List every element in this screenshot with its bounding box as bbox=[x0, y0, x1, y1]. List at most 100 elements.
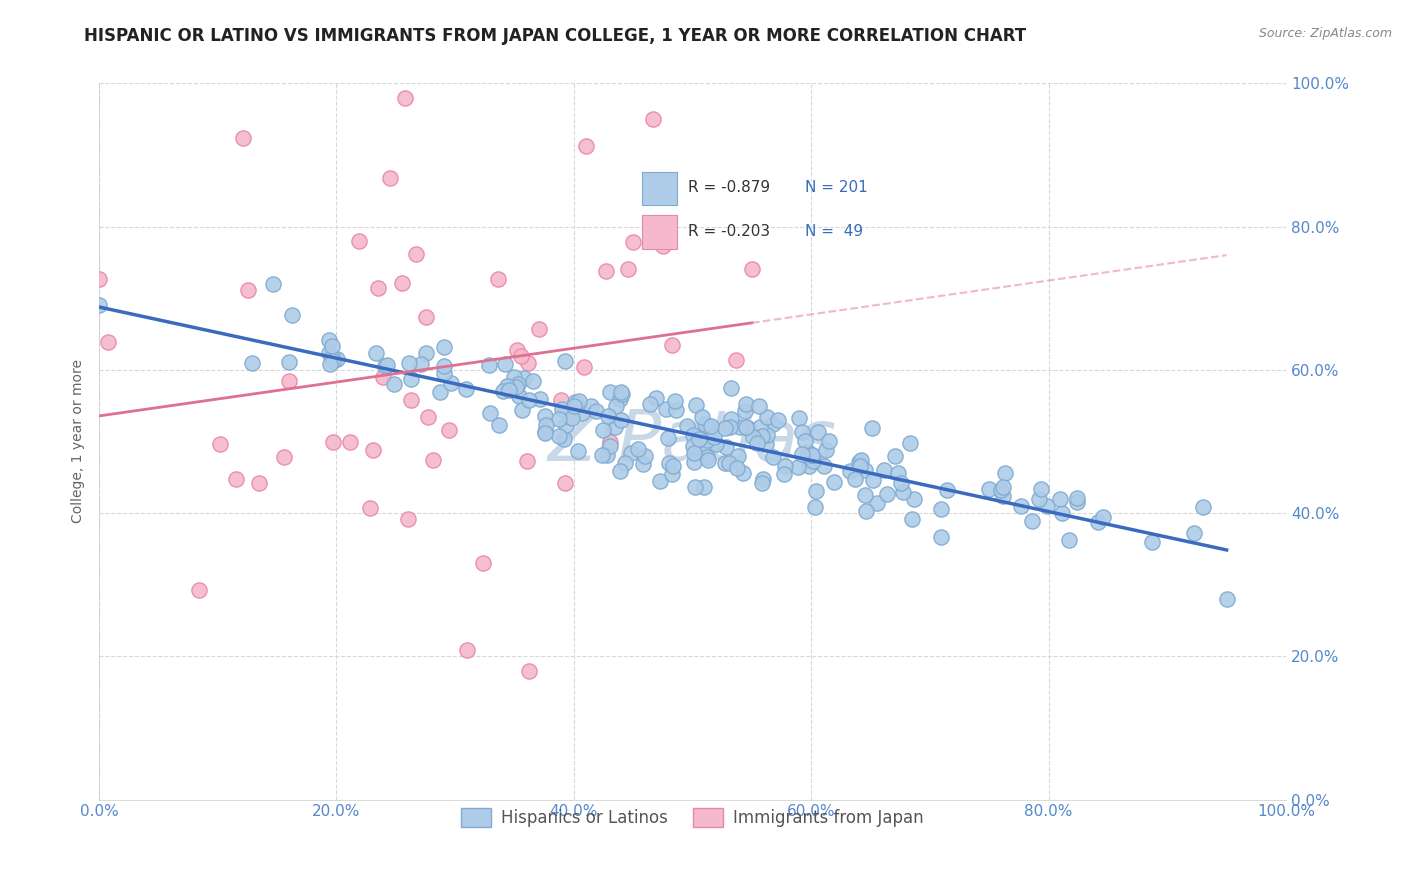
Point bbox=[617, 261, 640, 276]
Point bbox=[572, 360, 595, 375]
Point bbox=[281, 309, 304, 323]
Point bbox=[394, 91, 416, 105]
Point bbox=[361, 443, 384, 458]
Point bbox=[375, 358, 398, 372]
Point bbox=[488, 418, 510, 433]
Point bbox=[734, 404, 756, 418]
Point bbox=[862, 473, 884, 487]
Point bbox=[898, 436, 921, 450]
Point bbox=[682, 439, 704, 453]
Point bbox=[797, 445, 820, 459]
Text: HISPANIC OR LATINO VS IMMIGRANTS FROM JAPAN COLLEGE, 1 YEAR OR MORE CORRELATION : HISPANIC OR LATINO VS IMMIGRANTS FROM JA… bbox=[84, 27, 1026, 45]
Text: R = -0.203: R = -0.203 bbox=[688, 224, 770, 239]
Point bbox=[456, 643, 478, 657]
Point bbox=[321, 339, 343, 353]
Point bbox=[1031, 482, 1053, 496]
Point bbox=[718, 420, 741, 434]
Point bbox=[319, 357, 342, 371]
Point bbox=[366, 346, 388, 360]
Point bbox=[605, 399, 627, 413]
Point bbox=[872, 463, 894, 477]
Text: Source: ZipAtlas.com: Source: ZipAtlas.com bbox=[1258, 27, 1392, 40]
Point bbox=[929, 502, 952, 516]
Point bbox=[752, 472, 775, 486]
Point bbox=[1028, 491, 1050, 506]
Point bbox=[347, 235, 370, 249]
Point bbox=[643, 112, 665, 126]
Point bbox=[741, 430, 763, 444]
Point bbox=[890, 475, 912, 490]
Point bbox=[773, 467, 796, 482]
Point bbox=[696, 450, 718, 464]
Point bbox=[696, 433, 718, 447]
Point bbox=[800, 448, 823, 462]
Point bbox=[568, 393, 591, 408]
Point bbox=[751, 475, 773, 490]
Point bbox=[813, 459, 835, 474]
Point bbox=[548, 411, 571, 425]
Point bbox=[591, 448, 613, 462]
Point bbox=[551, 402, 574, 417]
Point bbox=[993, 480, 1015, 494]
Point bbox=[609, 392, 631, 407]
Point bbox=[696, 453, 718, 467]
Point bbox=[188, 582, 211, 597]
Point bbox=[713, 421, 735, 435]
Point bbox=[661, 338, 683, 352]
Point bbox=[409, 357, 432, 371]
Point bbox=[553, 432, 575, 446]
Point bbox=[603, 420, 626, 434]
Point bbox=[700, 419, 723, 434]
Point bbox=[661, 467, 683, 482]
Point bbox=[994, 467, 1017, 481]
Point bbox=[534, 417, 557, 432]
Point bbox=[790, 447, 813, 461]
Point bbox=[479, 406, 502, 420]
Point bbox=[688, 432, 710, 446]
Point bbox=[579, 399, 602, 413]
Point bbox=[787, 460, 810, 475]
Point bbox=[522, 374, 544, 388]
Point bbox=[550, 393, 572, 408]
Point bbox=[359, 500, 381, 515]
Point bbox=[326, 351, 349, 366]
Point bbox=[512, 371, 534, 385]
Point bbox=[505, 380, 527, 394]
Point bbox=[853, 487, 876, 501]
Point bbox=[762, 417, 785, 431]
Point bbox=[318, 346, 340, 360]
Point bbox=[792, 425, 814, 440]
Point bbox=[731, 466, 754, 480]
Point bbox=[693, 436, 716, 450]
Point bbox=[1057, 533, 1080, 548]
Point bbox=[238, 283, 260, 297]
Text: N =  49: N = 49 bbox=[806, 224, 863, 239]
Point bbox=[399, 372, 422, 386]
Y-axis label: College, 1 year or more: College, 1 year or more bbox=[72, 359, 86, 524]
Point bbox=[621, 235, 644, 250]
Point bbox=[762, 450, 785, 464]
Point bbox=[1092, 510, 1115, 524]
Point bbox=[89, 272, 111, 286]
Point bbox=[654, 402, 676, 417]
Point bbox=[494, 357, 516, 371]
Point bbox=[849, 459, 872, 474]
Point bbox=[1087, 515, 1109, 529]
Point bbox=[725, 461, 748, 475]
Point bbox=[508, 389, 530, 403]
Point bbox=[486, 272, 509, 286]
Point bbox=[991, 489, 1014, 503]
Point bbox=[367, 281, 389, 295]
Point bbox=[747, 436, 769, 450]
Point bbox=[558, 410, 581, 425]
Point bbox=[693, 480, 716, 494]
Point bbox=[756, 427, 779, 442]
Point bbox=[794, 434, 817, 449]
Point bbox=[529, 392, 551, 406]
Point bbox=[728, 420, 751, 434]
Point bbox=[478, 358, 501, 372]
Point bbox=[658, 456, 681, 470]
Point bbox=[741, 262, 763, 277]
Point bbox=[437, 423, 460, 437]
Point bbox=[440, 376, 463, 391]
